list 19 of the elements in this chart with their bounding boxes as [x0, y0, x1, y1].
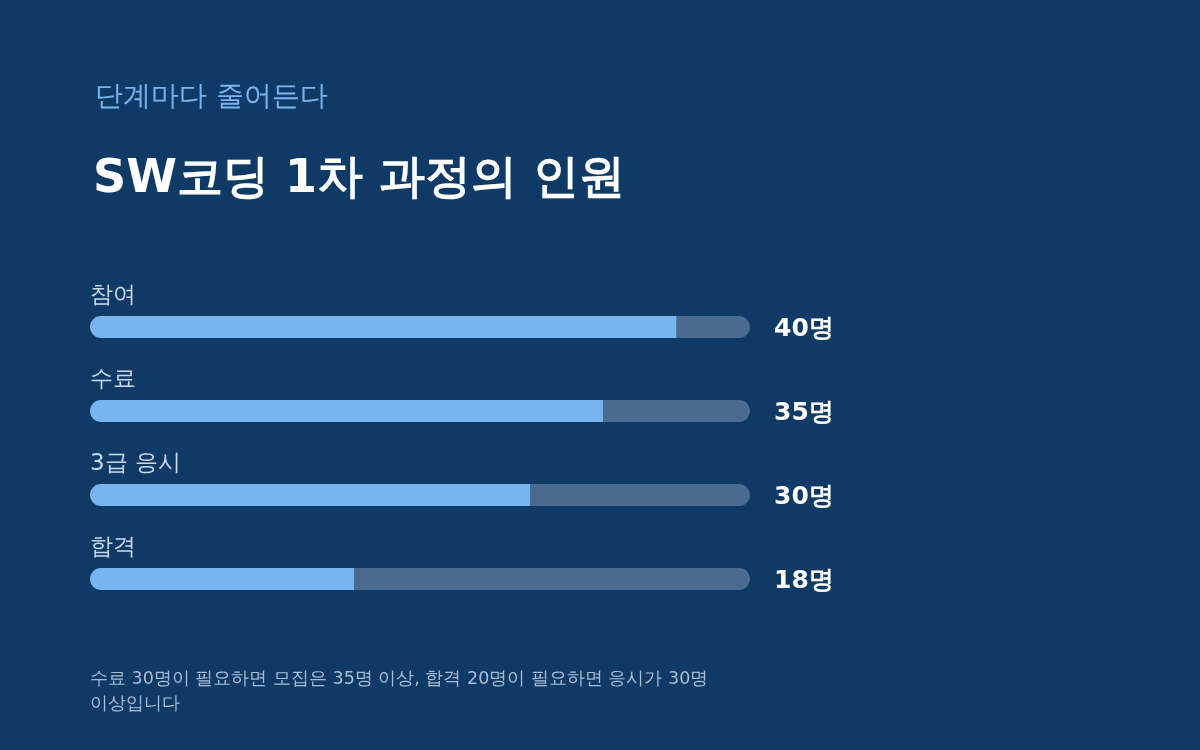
text: 수료 30명이 필요하면 모집은 35명 이상, 합격 20명이 필요하면 응시가 30명 이상입니다	[90, 667, 710, 715]
data-label: 35명	[774, 396, 834, 426]
bar	[354, 568, 750, 590]
chart-subtitle: 단계마다 줄어든다	[95, 78, 328, 112]
bar	[90, 400, 604, 422]
y-tick-label: 수료	[90, 364, 136, 391]
y-tick-label: 합격	[90, 532, 136, 559]
bar	[603, 400, 750, 422]
data-label: 40명	[774, 312, 834, 342]
bar	[90, 316, 677, 338]
data-label: 30명	[774, 480, 834, 510]
chart-title: SW코딩 1차 과정의 인원	[93, 149, 625, 203]
bar	[90, 568, 354, 590]
bar	[530, 484, 750, 506]
y-tick-label: 3급 응시	[90, 448, 181, 475]
data-label: 18명	[774, 564, 834, 594]
y-tick-label: 참여	[90, 280, 136, 307]
bar	[90, 484, 530, 506]
bar	[676, 316, 750, 338]
